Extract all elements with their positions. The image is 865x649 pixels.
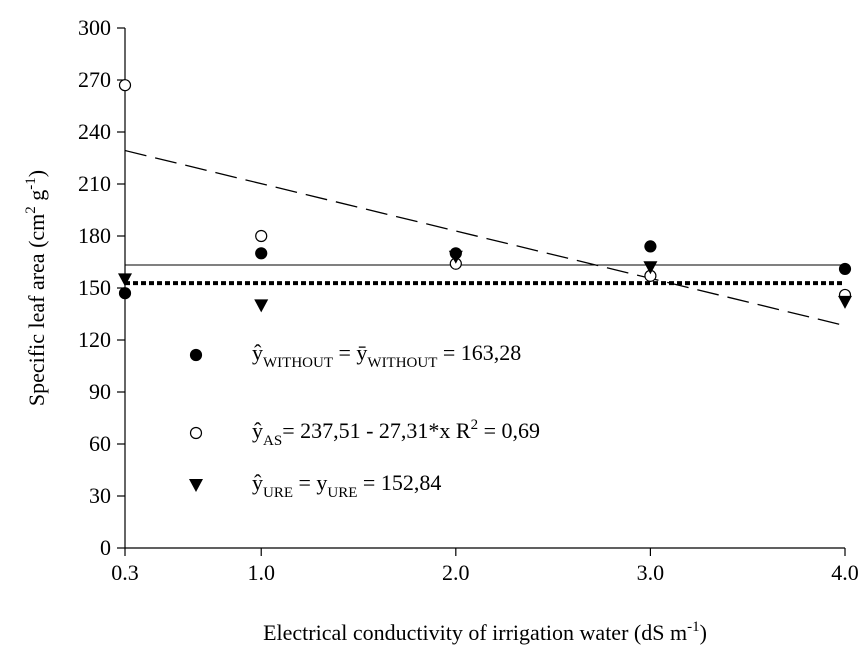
circle-marker [118, 287, 132, 300]
y-tick-label: 60 [89, 431, 111, 456]
text-part: = 163,28 [437, 340, 521, 365]
y-tick-label: 180 [78, 223, 111, 248]
text-part: Electrical conductivity of irrigation wa… [263, 620, 687, 645]
text-part: = 0,69 [478, 418, 540, 443]
superscript: -1 [23, 177, 39, 190]
y-tick-label: 240 [78, 119, 111, 144]
legend-marker [189, 348, 203, 362]
text-part: = 237,51 - 27,31*x R [282, 418, 471, 443]
text-part: ŷ [252, 470, 263, 495]
circle-marker [838, 262, 852, 276]
y-tick-label: 0 [100, 535, 111, 560]
circle-marker [255, 247, 268, 260]
y-tick-label: 30 [89, 483, 111, 508]
text-part: = 152,84 [357, 470, 441, 495]
circle-marker [118, 79, 132, 92]
subscript: URE [263, 485, 293, 501]
x-tick-label: 0.3 [111, 560, 139, 585]
triangle-marker [254, 299, 269, 313]
y-tick-label: 90 [89, 379, 111, 404]
text-part: ) [24, 170, 49, 177]
triangle-marker [448, 250, 463, 264]
subscript: WITHOUT [367, 355, 437, 371]
y-tick-label: 120 [78, 327, 111, 352]
text-part: g [24, 190, 49, 207]
x-tick-label: 3.0 [637, 560, 665, 585]
subscript: WITHOUT [263, 355, 333, 371]
legend-marker [189, 426, 203, 440]
legend-label: ŷAS= 237,51 - 27,31*x R2 = 0,69 [252, 417, 540, 449]
legend-marker [189, 479, 203, 492]
circle-marker [255, 229, 268, 243]
subscript: AS [263, 433, 282, 449]
x-tick-label: 2.0 [442, 560, 470, 585]
text-part: ŷ [252, 418, 263, 443]
y-axis-label: Specific leaf area (cm2 g-1) [23, 170, 49, 406]
x-tick-label: 4.0 [831, 560, 859, 585]
superscript: -1 [687, 619, 700, 635]
triangle-marker [838, 295, 852, 309]
y-tick-label: 300 [78, 15, 111, 40]
x-tick-label: 1.0 [247, 560, 275, 585]
legend-label: ŷURE = yURE = 152,84 [252, 470, 441, 501]
superscript: 2 [23, 206, 39, 214]
text-part: = ȳ [333, 340, 367, 365]
subscript: URE [327, 485, 357, 501]
circle-marker [644, 240, 657, 253]
y-tick-label: 270 [78, 67, 111, 92]
x-axis-label: Electrical conductivity of irrigation wa… [263, 619, 707, 645]
text-part: Specific leaf area (cm [24, 214, 49, 406]
superscript: 2 [471, 417, 479, 433]
legend-label: ŷWITHOUT = ȳWITHOUT = 163,28 [252, 340, 521, 371]
triangle-marker [118, 273, 132, 287]
fit-line [124, 149, 846, 327]
text-part: ) [700, 620, 707, 645]
y-tick-label: 210 [78, 171, 111, 196]
triangle-marker [643, 261, 658, 275]
y-tick-label: 150 [78, 275, 111, 300]
text-part: = y [293, 470, 327, 495]
text-part: ŷ [252, 340, 263, 365]
